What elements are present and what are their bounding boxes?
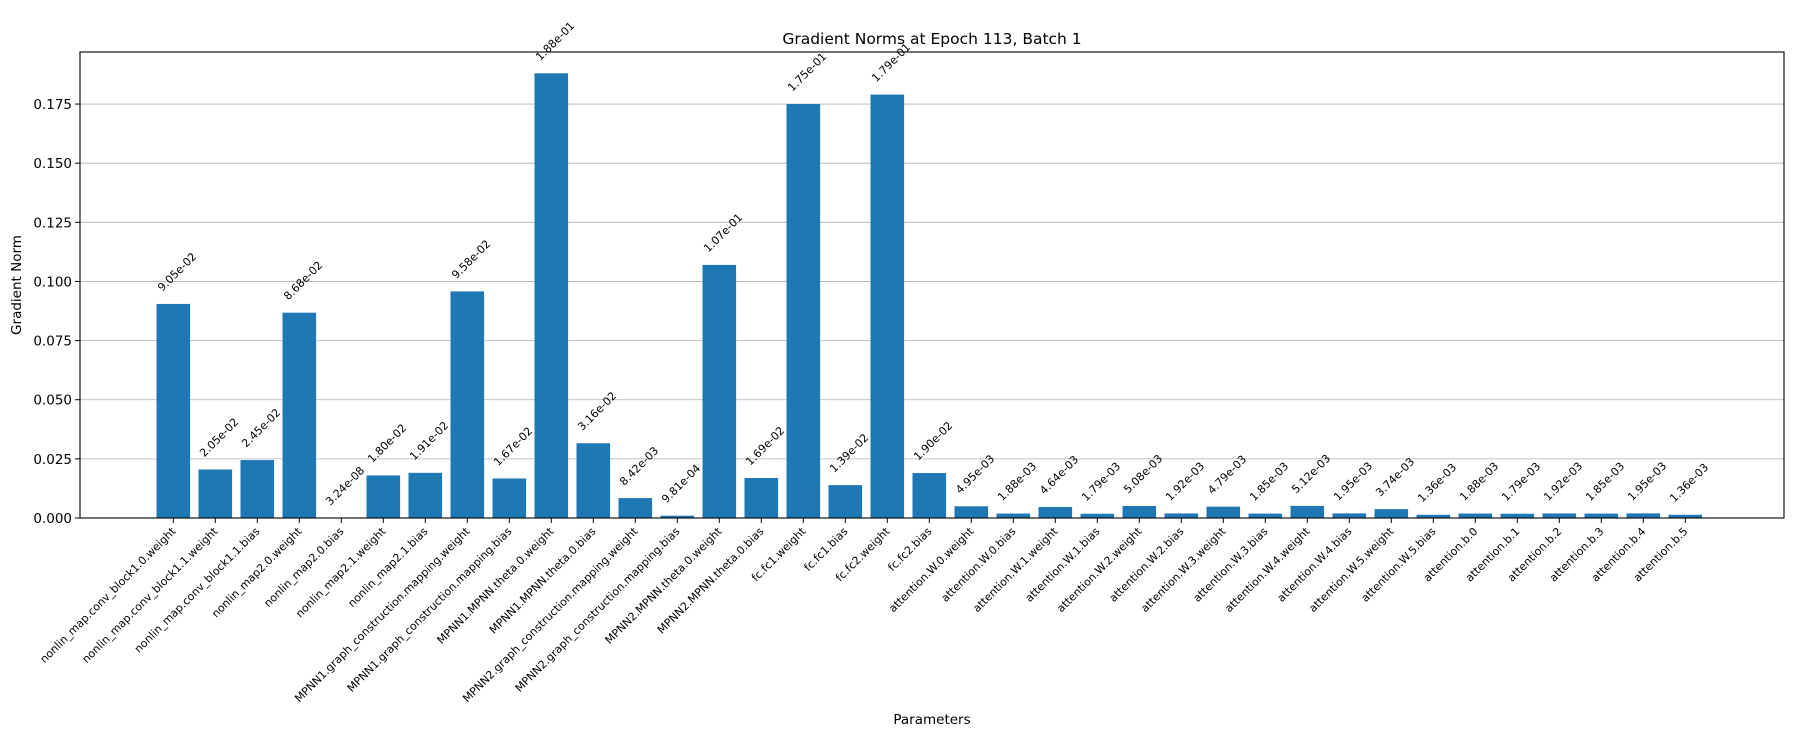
y-tick-label: 0.000 bbox=[33, 511, 72, 527]
bar bbox=[241, 460, 275, 518]
bar bbox=[367, 475, 401, 518]
bar bbox=[997, 514, 1031, 518]
bar bbox=[703, 265, 737, 518]
bar bbox=[787, 104, 821, 518]
bar bbox=[871, 95, 905, 518]
y-tick-label: 0.050 bbox=[33, 393, 72, 409]
y-tick-label: 0.025 bbox=[33, 452, 72, 468]
bar bbox=[619, 498, 653, 518]
bar bbox=[451, 291, 485, 518]
bar bbox=[1627, 513, 1661, 518]
bar bbox=[1459, 514, 1493, 518]
y-axis-label: Gradient Norm bbox=[9, 235, 25, 335]
bar bbox=[1207, 507, 1241, 518]
bar bbox=[1165, 513, 1199, 518]
bar bbox=[1333, 513, 1367, 518]
bar bbox=[1585, 514, 1619, 518]
bar bbox=[1543, 513, 1577, 518]
chart-title: Gradient Norms at Epoch 113, Batch 1 bbox=[782, 30, 1081, 48]
bar bbox=[1291, 506, 1325, 518]
y-tick-label: 0.150 bbox=[33, 156, 72, 172]
bar bbox=[577, 443, 611, 518]
y-tick-label: 0.100 bbox=[33, 274, 72, 290]
x-axis-label: Parameters bbox=[893, 712, 970, 728]
bar bbox=[199, 470, 233, 518]
bar bbox=[1501, 514, 1535, 518]
bar bbox=[955, 506, 989, 518]
y-tick-label: 0.075 bbox=[33, 334, 72, 350]
bar bbox=[493, 478, 527, 518]
bar bbox=[535, 73, 569, 518]
bar bbox=[1123, 506, 1157, 518]
bar bbox=[745, 478, 779, 518]
bar bbox=[1375, 509, 1409, 518]
bar bbox=[1039, 507, 1073, 518]
bar bbox=[829, 485, 863, 518]
bar bbox=[283, 313, 317, 518]
bar bbox=[157, 304, 191, 518]
bar bbox=[913, 473, 947, 518]
bar bbox=[1249, 514, 1283, 518]
y-tick-label: 0.175 bbox=[33, 97, 72, 113]
bar bbox=[1081, 514, 1115, 518]
y-tick-label: 0.125 bbox=[33, 215, 72, 231]
bar bbox=[409, 473, 443, 518]
